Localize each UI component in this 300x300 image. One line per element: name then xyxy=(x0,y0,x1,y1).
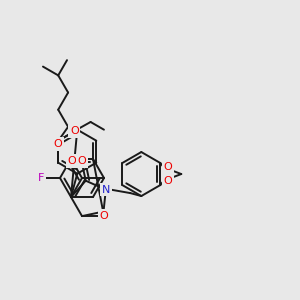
Text: O: O xyxy=(100,211,108,221)
Text: O: O xyxy=(70,126,79,136)
Text: O: O xyxy=(77,156,86,166)
Text: F: F xyxy=(38,173,44,183)
Text: O: O xyxy=(68,156,76,166)
Text: O: O xyxy=(164,176,172,186)
Text: N: N xyxy=(102,185,110,195)
Text: O: O xyxy=(164,162,172,172)
Text: O: O xyxy=(54,139,63,149)
